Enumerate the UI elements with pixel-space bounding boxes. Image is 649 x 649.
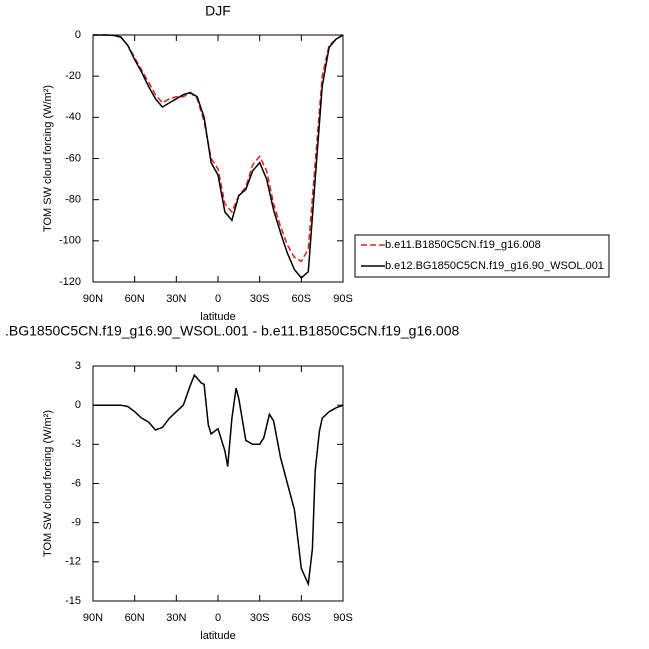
x-tick-label: 30N bbox=[166, 293, 186, 305]
y-tick-label: -15 bbox=[65, 595, 81, 607]
x-tick-label: 30S bbox=[250, 612, 270, 624]
y-tick-label: -80 bbox=[65, 194, 81, 206]
x-tick-label: 0 bbox=[215, 612, 221, 624]
y-tick-label: 0 bbox=[75, 29, 81, 41]
legend-label: b.e12.BG1850C5CN.f19_g16.90_WSOL.001 bbox=[385, 260, 604, 272]
legend-box bbox=[354, 234, 610, 278]
x-tick-label: 90S bbox=[333, 293, 353, 305]
plot-frame bbox=[92, 365, 344, 602]
y-tick-label: -3 bbox=[71, 438, 81, 450]
y-tick-label: -120 bbox=[59, 276, 81, 288]
x-tick-label: 90S bbox=[333, 612, 353, 624]
y-tick-label: -20 bbox=[65, 70, 81, 82]
data-line bbox=[93, 373, 344, 587]
x-tick-label: 60N bbox=[125, 612, 145, 624]
y-tick-label: -6 bbox=[71, 477, 81, 489]
legend-label: b.e11.B1850C5CN.f19_g16.008 bbox=[385, 239, 541, 251]
x-tick-label: 60S bbox=[292, 612, 312, 624]
x-tick-label: 60S bbox=[292, 293, 312, 305]
y-tick-label: -40 bbox=[65, 111, 81, 123]
chart-title: DJF bbox=[205, 3, 231, 19]
x-axis-label: latitude bbox=[200, 311, 235, 323]
y-tick-label: 3 bbox=[75, 360, 81, 372]
y-tick-label: -12 bbox=[65, 556, 81, 568]
y-tick-label: -100 bbox=[59, 235, 81, 247]
x-tick-label: 90N bbox=[83, 612, 103, 624]
x-tick-label: 30S bbox=[250, 293, 270, 305]
x-axis-label: latitude bbox=[200, 630, 235, 642]
y-tick-label: -9 bbox=[71, 517, 81, 529]
data-line bbox=[93, 34, 344, 263]
y-tick-label: -60 bbox=[65, 152, 81, 164]
y-axis-label: TOM SW cloud forcing (W/m²) bbox=[42, 410, 54, 557]
x-tick-label: 30N bbox=[166, 612, 186, 624]
x-tick-label: 0 bbox=[215, 293, 221, 305]
chart-title: .BG1850C5CN.f19_g16.90_WSOL.001 - b.e11.… bbox=[5, 323, 459, 339]
x-tick-label: 60N bbox=[125, 293, 145, 305]
data-line bbox=[93, 34, 344, 279]
x-tick-label: 90N bbox=[83, 293, 103, 305]
y-tick-label: 0 bbox=[75, 399, 81, 411]
plot-frame bbox=[92, 34, 344, 283]
y-axis-label: TOM SW cloud forcing (W/m²) bbox=[42, 85, 54, 232]
